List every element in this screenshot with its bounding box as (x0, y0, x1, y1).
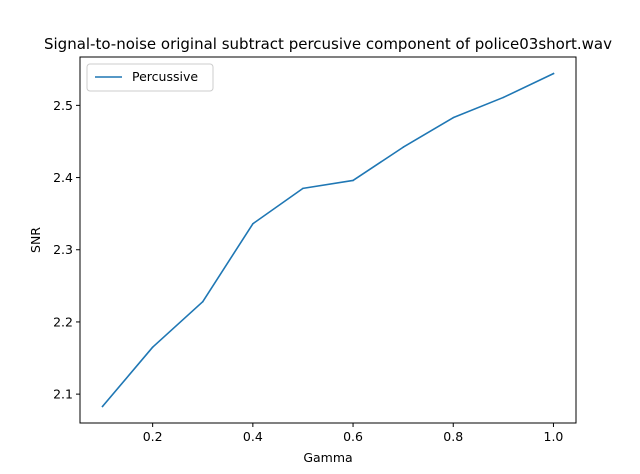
legend-box (86, 63, 214, 92)
x-axis: 0.2 0.4 0.6 0.8 1.0 (143, 423, 564, 444)
y-tick-label: 2.4 (53, 170, 73, 185)
data-point (552, 72, 555, 75)
x-tick-label: 1.0 (544, 429, 564, 444)
x-tick-label: 0.6 (343, 429, 363, 444)
axes-frame (79, 56, 577, 424)
y-tick-label: 2.2 (53, 314, 73, 329)
plot-area (79, 56, 577, 424)
x-tick-label: 0.4 (243, 429, 263, 444)
x-tick-label: 0.2 (143, 429, 163, 444)
data-point (201, 300, 204, 303)
legend-label-percussive: Percussive (132, 69, 198, 84)
data-point (151, 346, 154, 349)
data-point (302, 187, 304, 190)
legend: Percussive (86, 63, 214, 92)
y-axis-label: SNR (28, 227, 43, 253)
y-axis: 2.1 2.2 2.3 2.4 2.5 (53, 98, 80, 402)
chart-title: Signal-to-noise original subtract percus… (44, 35, 612, 53)
y-tick-label: 2.5 (53, 98, 73, 113)
data-point (452, 116, 455, 119)
data-point (101, 405, 104, 408)
series-layer (101, 72, 555, 408)
series-line-percussive (101, 72, 555, 408)
data-point (252, 222, 254, 225)
x-tick-label: 0.8 (443, 429, 463, 444)
y-tick-label: 2.1 (53, 387, 73, 402)
data-point (352, 179, 354, 182)
y-tick-label: 2.3 (53, 242, 73, 257)
data-point (402, 146, 404, 149)
data-point (502, 96, 505, 99)
x-axis-label: Gamma (303, 450, 352, 465)
